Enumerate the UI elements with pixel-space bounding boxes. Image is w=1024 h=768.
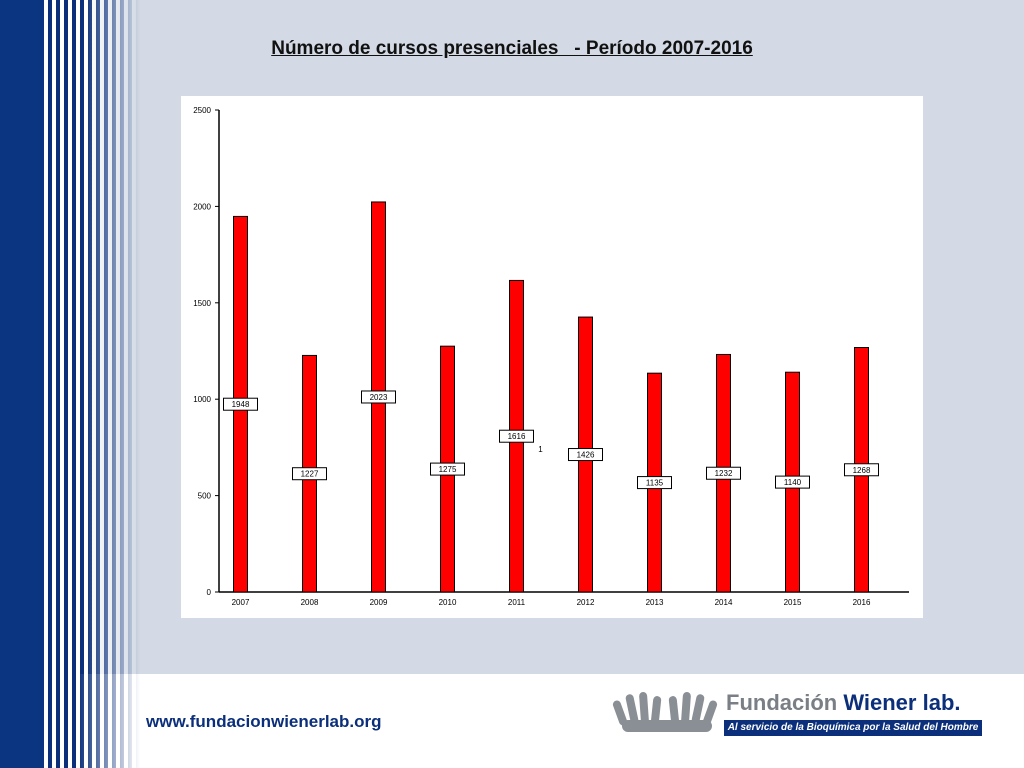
data-label: 1948	[232, 400, 250, 409]
x-tick-label: 2009	[370, 598, 388, 607]
logo-name: Fundación Wiener lab.	[726, 690, 961, 715]
data-label: 1140	[784, 478, 802, 487]
data-label-box	[637, 476, 672, 490]
x-tick-label: 2016	[853, 598, 871, 607]
chart-area: 0 500 1000 1500 2000 2500 2007 1948 2008 1227 2009…	[181, 96, 923, 618]
data-label-box	[430, 462, 465, 476]
bar-chart: 0 500 1000 1500 2000 2500 2007 1948 2008 1227 2009…	[193, 106, 909, 607]
foundation-logo: Fundación Wiener lab. Al servicio de la …	[612, 690, 984, 738]
data-label-box	[361, 390, 396, 404]
x-tick-label: 2014	[715, 598, 733, 607]
y-tick-label: 2000	[193, 202, 211, 211]
data-label-box	[706, 466, 741, 480]
x-tick-label: 2010	[439, 598, 457, 607]
y-tick-label: 0	[207, 588, 212, 597]
x-tick-label: 2012	[577, 598, 595, 607]
y-tick-label: 1500	[193, 299, 211, 308]
website-link[interactable]: www.fundacionwienerlab.org	[146, 712, 382, 731]
data-label: 1616	[508, 432, 526, 441]
data-label-box	[775, 475, 810, 489]
annotation-label: 1	[538, 445, 543, 454]
data-label: 1135	[646, 479, 664, 488]
y-tick-label: 2500	[193, 106, 211, 115]
x-tick-label: 2013	[646, 598, 664, 607]
data-label: 2023	[370, 393, 388, 402]
x-tick-label: 2015	[784, 598, 802, 607]
slide-title: Número de cursos presenciales - Período …	[271, 38, 753, 59]
data-label: 1275	[439, 465, 457, 474]
x-tick-label: 2011	[508, 598, 526, 607]
data-label: 1227	[301, 470, 319, 479]
x-tick-label: 2007	[232, 598, 250, 607]
data-label-box	[844, 463, 879, 477]
data-label-box	[292, 467, 327, 481]
x-tick-label: 2008	[301, 598, 319, 607]
hands-logo-icon	[612, 692, 718, 732]
y-tick-label: 1000	[193, 395, 211, 404]
data-label: 1232	[715, 469, 733, 478]
data-label-box	[223, 397, 258, 411]
data-label-box	[499, 429, 534, 443]
logo-tagline: Al servicio de la Bioquímica por la Salu…	[724, 720, 982, 736]
data-label-box	[568, 448, 603, 462]
left-solid-bar	[0, 0, 44, 768]
data-label: 1268	[853, 466, 871, 475]
data-label: 1426	[577, 451, 595, 460]
footer-solid-bar	[0, 674, 44, 768]
y-tick-label: 500	[198, 492, 212, 501]
